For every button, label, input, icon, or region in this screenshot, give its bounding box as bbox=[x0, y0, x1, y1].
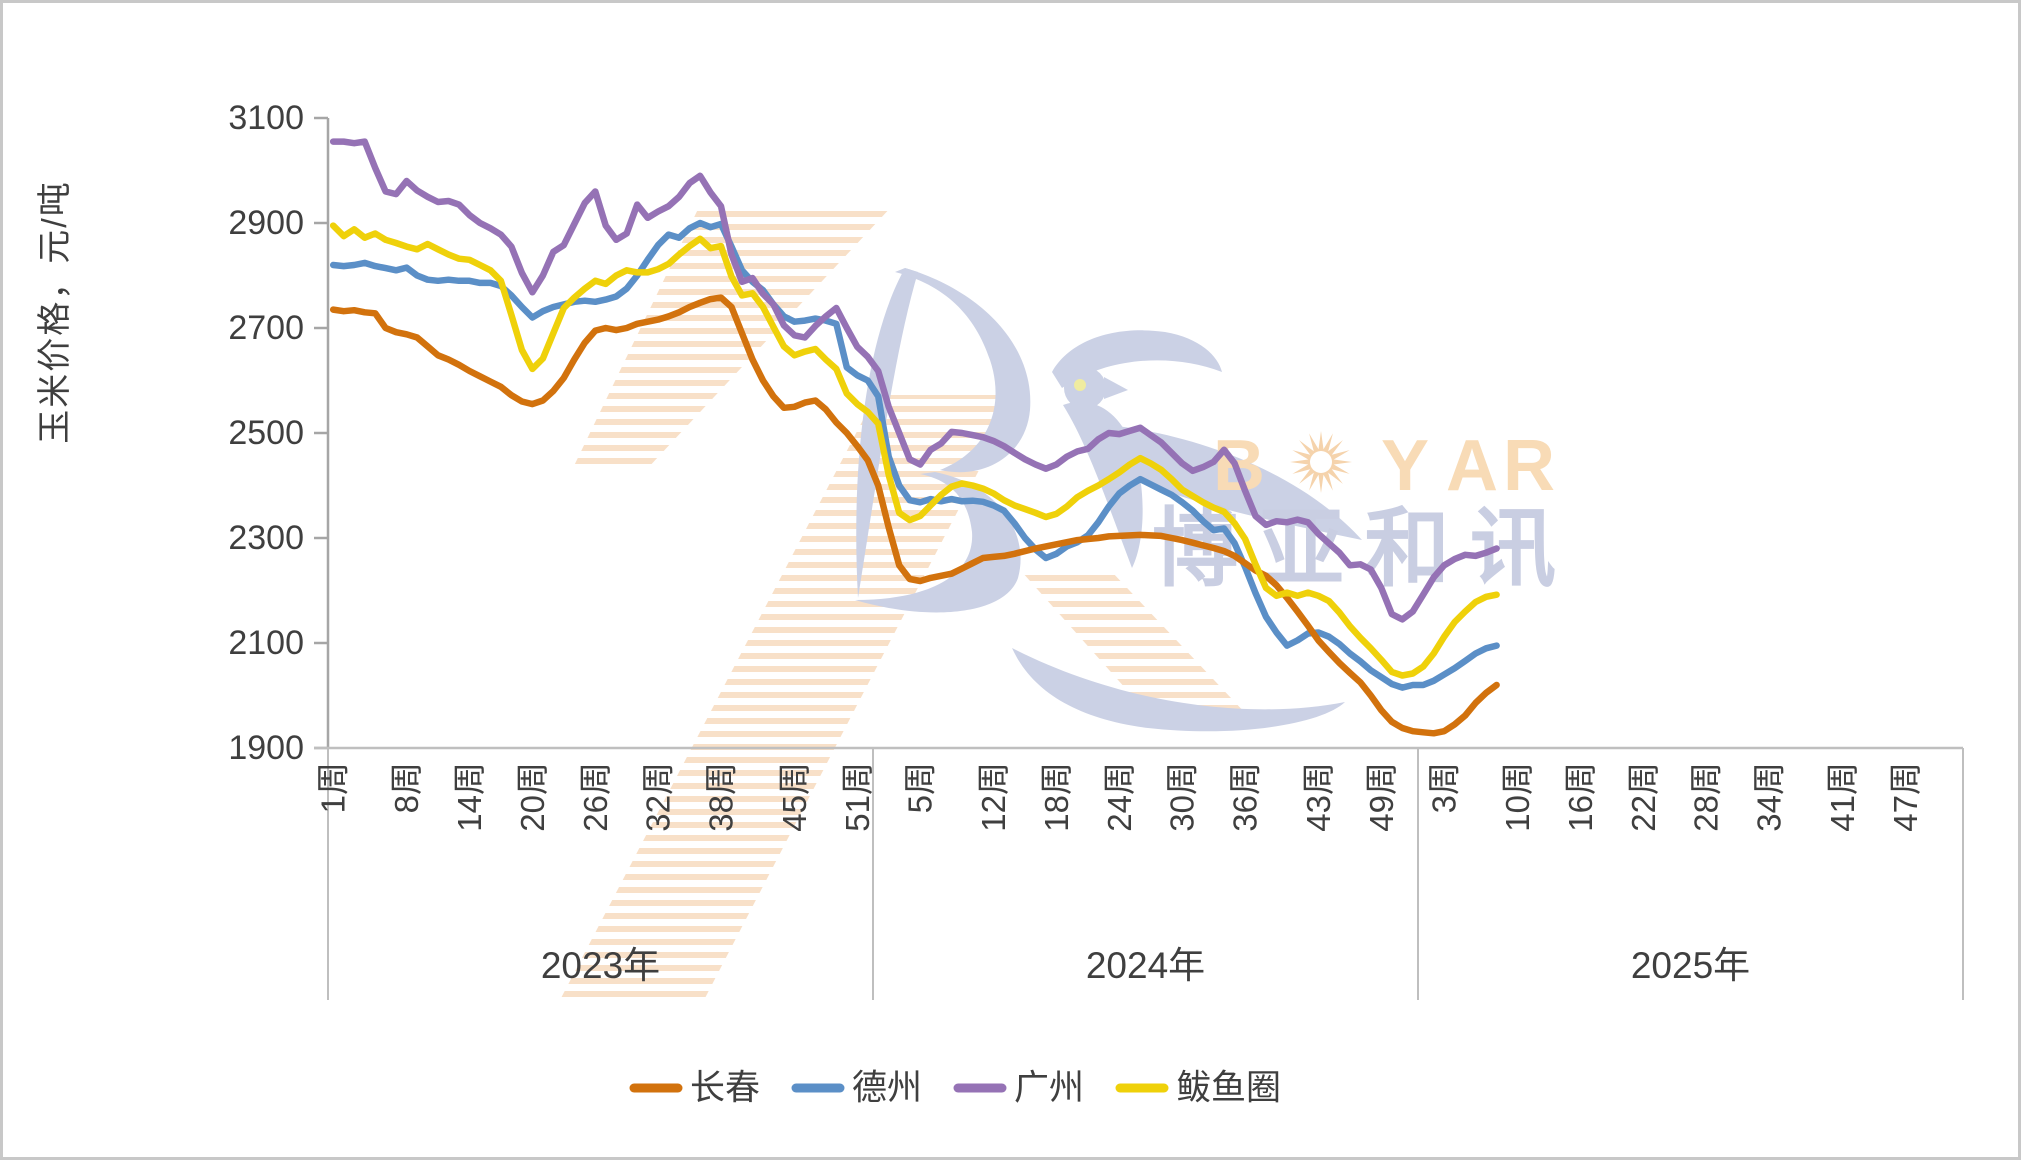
series-line-changchun bbox=[329, 294, 1500, 737]
legend-label-bayuquan: 鲅鱼圈 bbox=[1176, 1069, 1281, 1108]
week-tick-label: 3周 bbox=[1426, 762, 1463, 813]
dove-tail-swoosh bbox=[1012, 648, 1345, 732]
week-tick-label: 30周 bbox=[1164, 762, 1201, 832]
week-tick-label: 51周 bbox=[839, 762, 876, 832]
week-tick-label: 14周 bbox=[451, 762, 488, 832]
week-tick-label: 45周 bbox=[776, 762, 813, 832]
legend: 长春 德州 广州 鲅鱼圈 bbox=[629, 1069, 1281, 1108]
stripe-patch bbox=[1022, 572, 1248, 716]
week-tick-label: 5周 bbox=[902, 762, 939, 813]
week-tick-label: 20周 bbox=[514, 762, 551, 832]
dove-upper-loop bbox=[895, 268, 1031, 473]
brand-letter: A bbox=[1446, 426, 1498, 506]
y-axis-tick-label: 2900 bbox=[228, 204, 304, 242]
legend-label-changchun: 长春 bbox=[690, 1069, 760, 1108]
week-tick-label: 43周 bbox=[1300, 762, 1337, 832]
stripe-fan-top bbox=[572, 205, 893, 470]
x-axis: 1周 8周 14周 20周 26周 32周 38周 45周 51周 2023年 5周 12周 18周 24… bbox=[314, 746, 1964, 1000]
legend-label-guangzhou: 广州 bbox=[1014, 1069, 1084, 1108]
series-line-bayuquan bbox=[329, 222, 1500, 679]
dove-beak bbox=[1104, 377, 1128, 399]
series-line-guangzhou bbox=[329, 138, 1500, 623]
week-tick-label: 41周 bbox=[1824, 762, 1861, 832]
week-tick-label: 24周 bbox=[1101, 762, 1138, 832]
week-tick-label: 34周 bbox=[1751, 762, 1788, 832]
series-lines bbox=[329, 138, 1500, 737]
legend-label-dezhou: 德州 bbox=[852, 1069, 922, 1108]
dove-body-stroke bbox=[856, 268, 918, 598]
y-axis-tick-label: 2500 bbox=[228, 414, 304, 452]
week-tick-label: 49周 bbox=[1363, 762, 1400, 832]
year-label: 2024年 bbox=[1086, 945, 1205, 986]
year-label: 2023年 bbox=[541, 945, 660, 986]
stripe-fan-bottom bbox=[560, 395, 1018, 1000]
y-axis-tick-label: 2100 bbox=[228, 624, 304, 662]
brand-letter: Y bbox=[1381, 426, 1429, 506]
week-tick-label: 28周 bbox=[1688, 762, 1725, 832]
y-axis: 3100 2900 2700 2500 2300 2100 1900 玉米价格，元/吨 bbox=[36, 99, 330, 767]
week-tick-label: 22周 bbox=[1625, 762, 1662, 832]
y-axis-tick-label: 2700 bbox=[228, 309, 304, 347]
dove-eye bbox=[1074, 379, 1086, 391]
week-tick-label: 38周 bbox=[703, 762, 740, 832]
dove-lower-loop bbox=[855, 472, 1021, 613]
brand-letter: R bbox=[1503, 426, 1555, 506]
week-tick-label: 16周 bbox=[1562, 762, 1599, 832]
week-tick-label: 10周 bbox=[1499, 762, 1536, 832]
week-tick-label: 1周 bbox=[315, 762, 352, 813]
week-tick-label: 36周 bbox=[1227, 762, 1264, 832]
y-axis-title: 玉米价格，元/吨 bbox=[36, 180, 74, 443]
week-tick-label: 47周 bbox=[1887, 762, 1924, 832]
y-axis-tick-label: 1900 bbox=[228, 729, 304, 767]
dove-back-wing bbox=[1052, 330, 1222, 388]
week-tick-label: 8周 bbox=[388, 762, 425, 813]
series-line-dezhou bbox=[329, 219, 1500, 691]
y-axis-tick-label: 3100 bbox=[228, 99, 304, 137]
y-axis-tick-label: 2300 bbox=[228, 519, 304, 557]
year-label: 2025年 bbox=[1631, 945, 1750, 986]
week-tick-label: 12周 bbox=[975, 762, 1012, 832]
week-tick-label: 26周 bbox=[577, 762, 614, 832]
week-tick-label: 32周 bbox=[640, 762, 677, 832]
brand-o-center bbox=[1310, 451, 1332, 473]
week-tick-label: 18周 bbox=[1038, 762, 1075, 832]
